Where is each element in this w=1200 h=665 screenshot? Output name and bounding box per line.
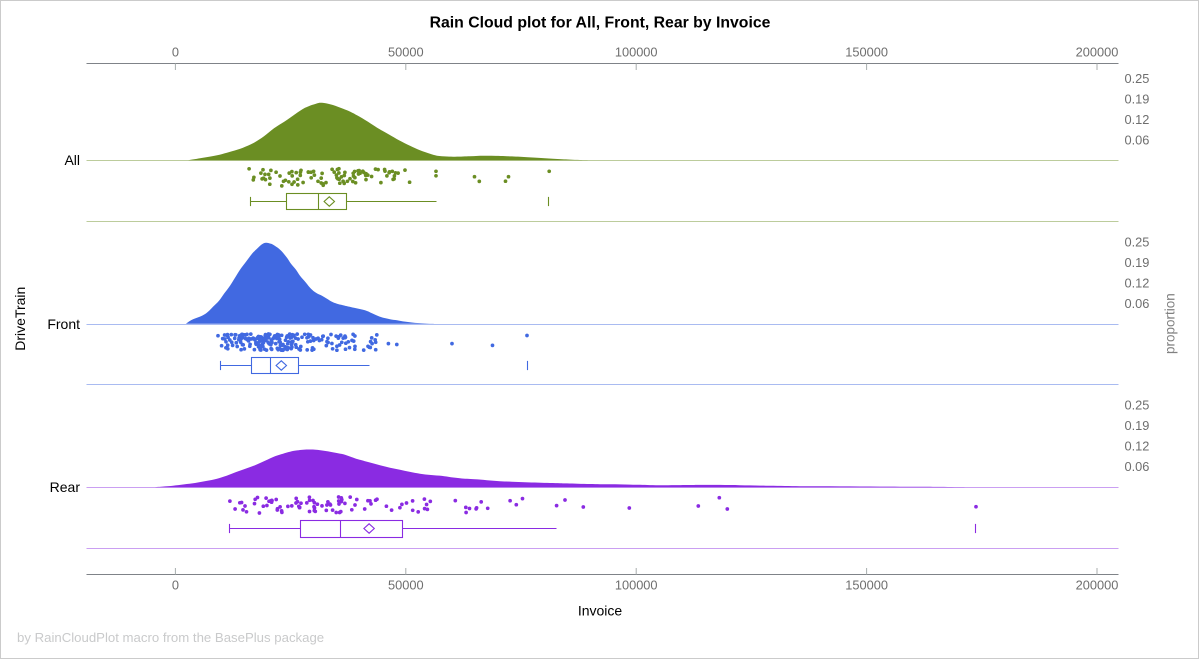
svg-text:100000: 100000 xyxy=(615,45,658,60)
svg-text:Rain Cloud plot for All, Front: Rain Cloud plot for All, Front, Rear by … xyxy=(430,15,771,32)
svg-text:by RainCloudPlot macro from th: by RainCloudPlot macro from the BasePlus… xyxy=(17,630,324,645)
svg-text:0: 0 xyxy=(172,45,179,60)
svg-text:0.25: 0.25 xyxy=(1125,398,1150,413)
svg-text:All: All xyxy=(64,152,80,168)
svg-text:0.25: 0.25 xyxy=(1125,71,1150,86)
svg-text:100000: 100000 xyxy=(615,578,658,593)
svg-text:0.25: 0.25 xyxy=(1125,234,1150,249)
svg-text:0.12: 0.12 xyxy=(1125,112,1150,127)
svg-text:0.19: 0.19 xyxy=(1125,255,1150,270)
svg-text:0.06: 0.06 xyxy=(1125,132,1150,147)
svg-text:0.19: 0.19 xyxy=(1125,418,1150,433)
svg-text:50000: 50000 xyxy=(388,45,424,60)
svg-text:0.06: 0.06 xyxy=(1125,459,1150,474)
svg-text:0.12: 0.12 xyxy=(1125,275,1150,290)
svg-text:0: 0 xyxy=(172,578,179,593)
svg-text:50000: 50000 xyxy=(388,578,424,593)
svg-text:0.19: 0.19 xyxy=(1125,91,1150,106)
svg-text:150000: 150000 xyxy=(845,45,888,60)
svg-text:Rear: Rear xyxy=(50,479,81,495)
svg-text:DriveTrain: DriveTrain xyxy=(12,287,28,351)
svg-text:200000: 200000 xyxy=(1076,578,1119,593)
svg-text:200000: 200000 xyxy=(1076,45,1119,60)
svg-text:proportion: proportion xyxy=(1162,293,1177,354)
svg-text:0.06: 0.06 xyxy=(1125,296,1150,311)
svg-text:0.12: 0.12 xyxy=(1125,439,1150,454)
svg-text:150000: 150000 xyxy=(845,578,888,593)
svg-text:Invoice: Invoice xyxy=(578,603,623,619)
svg-text:Front: Front xyxy=(47,316,80,332)
